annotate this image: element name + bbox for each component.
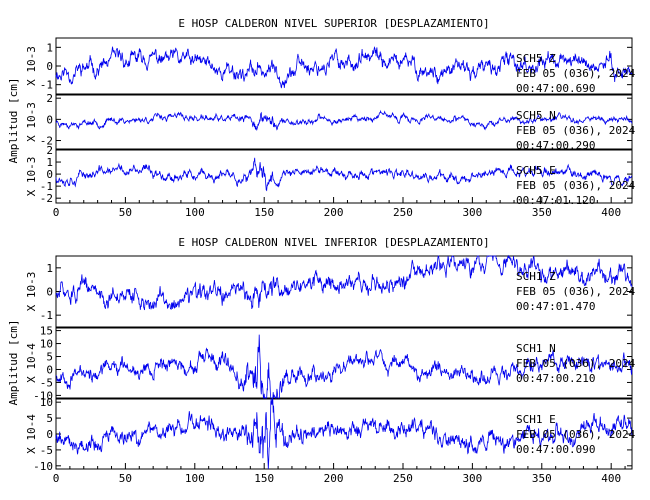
y-tick-label: 2 — [46, 92, 53, 105]
trace-line — [55, 398, 633, 470]
x-tick-label: 50 — [119, 206, 132, 219]
y-tick-label: -1 — [40, 309, 53, 322]
y-tick-label: -1 — [40, 79, 53, 92]
station-info-text: SCH5 N — [516, 109, 556, 122]
trace-line — [55, 46, 633, 89]
chart-title: E HOSP CALDERON NIVEL SUPERIOR [DESPLAZA… — [178, 17, 489, 30]
y-tick-label: 5 — [46, 351, 53, 364]
scale-label: X 10-3 — [25, 102, 38, 142]
x-tick-label: 200 — [324, 206, 344, 219]
x-tick-label: 250 — [393, 472, 413, 485]
y-tick-label: -1 — [40, 180, 53, 193]
trace-line — [55, 254, 633, 311]
y-tick-label: -5 — [40, 444, 53, 457]
station-info-text: 00:47:00.210 — [516, 372, 595, 385]
x-tick-label: 100 — [185, 206, 205, 219]
station-info-text: FEB 05 (036), 2024 — [516, 67, 636, 80]
station-info-text: SCH1 Z — [516, 270, 556, 283]
y-tick-label: -2 — [40, 135, 53, 148]
y-tick-label: -10 — [33, 460, 53, 473]
scale-label: X 10-4 — [25, 343, 38, 383]
trace-line — [55, 109, 633, 131]
x-tick-label: 200 — [324, 472, 344, 485]
station-info-text: SCH5 E — [516, 164, 556, 177]
station-info-text: SCH1 N — [516, 342, 556, 355]
station-info-text: 00:47:00.690 — [516, 82, 595, 95]
x-tick-label: 0 — [53, 206, 60, 219]
y-tick-label: -10 — [33, 389, 53, 402]
y-tick-label: -5 — [40, 376, 53, 389]
y-axis-label: Amplitud [cm] — [7, 77, 20, 163]
x-tick-label: 350 — [532, 206, 552, 219]
x-tick-label: 300 — [462, 472, 482, 485]
station-info-text: FEB 05 (036), 2024 — [516, 179, 636, 192]
y-tick-label: 5 — [46, 412, 53, 425]
scale-label: X 10-3 — [25, 157, 38, 197]
station-info-text: SCH5 Z — [516, 52, 556, 65]
station-info-text: FEB 05 (036), 2024 — [516, 124, 636, 137]
y-tick-label: 0 — [46, 113, 53, 126]
station-info-text: 00:47:01.470 — [516, 300, 595, 313]
station-info-text: 00:47:00.290 — [516, 139, 595, 152]
station-info-text: FEB 05 (036), 2024 — [516, 428, 636, 441]
y-tick-label: 2 — [46, 144, 53, 157]
x-tick-label: 350 — [532, 472, 552, 485]
scale-label: X 10-3 — [25, 272, 38, 312]
y-tick-label: 10 — [40, 396, 53, 409]
station-info-text: 00:47:00.090 — [516, 443, 595, 456]
panel-frame — [55, 149, 633, 204]
y-tick-label: 0 — [46, 60, 53, 73]
y-tick-label: 1 — [46, 41, 53, 54]
panel-frame — [55, 327, 633, 399]
scale-label: X 10-3 — [25, 46, 38, 86]
x-tick-label: 150 — [254, 472, 274, 485]
x-tick-label: 150 — [254, 206, 274, 219]
chart-title: E HOSP CALDERON NIVEL INFERIOR [DESPLAZA… — [178, 236, 489, 249]
y-axis-label: Amplitud [cm] — [7, 319, 20, 405]
y-tick-label: 15 — [40, 325, 53, 338]
station-info-text: FEB 05 (036), 2024 — [516, 357, 636, 370]
y-tick-label: 0 — [46, 428, 53, 441]
station-info-text: FEB 05 (036), 2024 — [516, 285, 636, 298]
station-info-text: SCH1 E — [516, 413, 556, 426]
x-tick-label: 400 — [601, 206, 621, 219]
y-tick-label: -2 — [40, 192, 53, 205]
x-tick-label: 250 — [393, 206, 413, 219]
panel-frame — [55, 94, 633, 150]
y-tick-label: 1 — [46, 156, 53, 169]
y-tick-label: 10 — [40, 338, 53, 351]
trace-line — [55, 334, 633, 399]
x-tick-label: 100 — [185, 472, 205, 485]
scale-label: X 10-4 — [25, 414, 38, 454]
x-tick-label: 0 — [53, 472, 60, 485]
x-tick-label: 50 — [119, 472, 132, 485]
y-tick-label: 0 — [46, 363, 53, 376]
x-tick-label: 400 — [601, 472, 621, 485]
y-tick-label: 0 — [46, 168, 53, 181]
y-tick-label: 0 — [46, 286, 53, 299]
x-tick-label: 300 — [462, 206, 482, 219]
y-tick-label: 1 — [46, 262, 53, 275]
trace-line — [55, 157, 633, 192]
